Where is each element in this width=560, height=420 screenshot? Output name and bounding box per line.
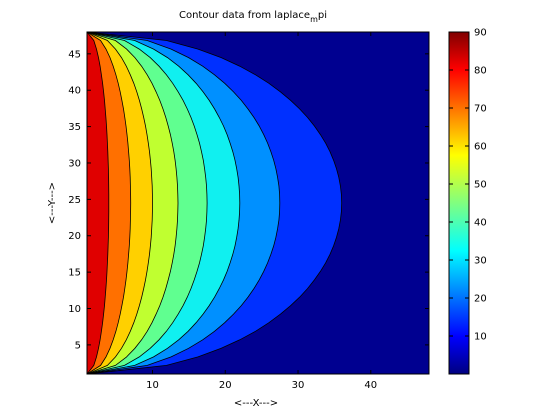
y-tick-label: 40 — [68, 86, 81, 97]
y-tick-label: 20 — [68, 231, 81, 242]
colorbar-gradient — [449, 32, 469, 374]
y-tick-label: 5 — [75, 340, 81, 351]
colorbar — [449, 32, 469, 374]
colorbar-tick-label: 40 — [474, 218, 487, 229]
colorbar-tick-label: 80 — [474, 66, 487, 77]
x-tick-label: 20 — [219, 380, 232, 391]
x-tick-label: 40 — [364, 380, 377, 391]
y-axis-label: <---Y---> — [47, 182, 58, 224]
y-tick-label: 30 — [68, 158, 81, 169]
colorbar-axis: 10 20 30 40 50 60 70 80 90 — [449, 28, 487, 343]
x-axis-label: <---X---> — [234, 398, 278, 409]
colorbar-tick-label: 60 — [474, 142, 487, 153]
y-tick-label: 35 — [68, 122, 81, 133]
x-tick-label: 10 — [146, 380, 159, 391]
contour-level-80 — [87, 32, 110, 374]
x-axis: 10 20 30 40 — [146, 32, 377, 391]
colorbar-tick-label: 70 — [474, 104, 487, 115]
y-axis: 5 10 15 20 25 30 35 40 45 — [68, 49, 429, 351]
colorbar-tick-label: 50 — [474, 180, 487, 191]
y-tick-label: 10 — [68, 304, 81, 315]
x-tick-label: 30 — [292, 380, 305, 391]
y-tick-label: 15 — [68, 268, 81, 279]
contour-plot — [87, 32, 429, 374]
colorbar-tick-label: 10 — [474, 332, 487, 343]
chart-title: Contour data from laplacempi — [179, 10, 327, 24]
colorbar-frame — [448, 31, 470, 375]
y-tick-label: 45 — [68, 49, 81, 60]
plot-frame — [86, 31, 430, 375]
y-tick-label: 25 — [68, 195, 81, 206]
colorbar-tick-label: 30 — [474, 256, 487, 267]
colorbar-tick-label: 20 — [474, 294, 487, 305]
colorbar-tick-label: 90 — [474, 28, 487, 39]
